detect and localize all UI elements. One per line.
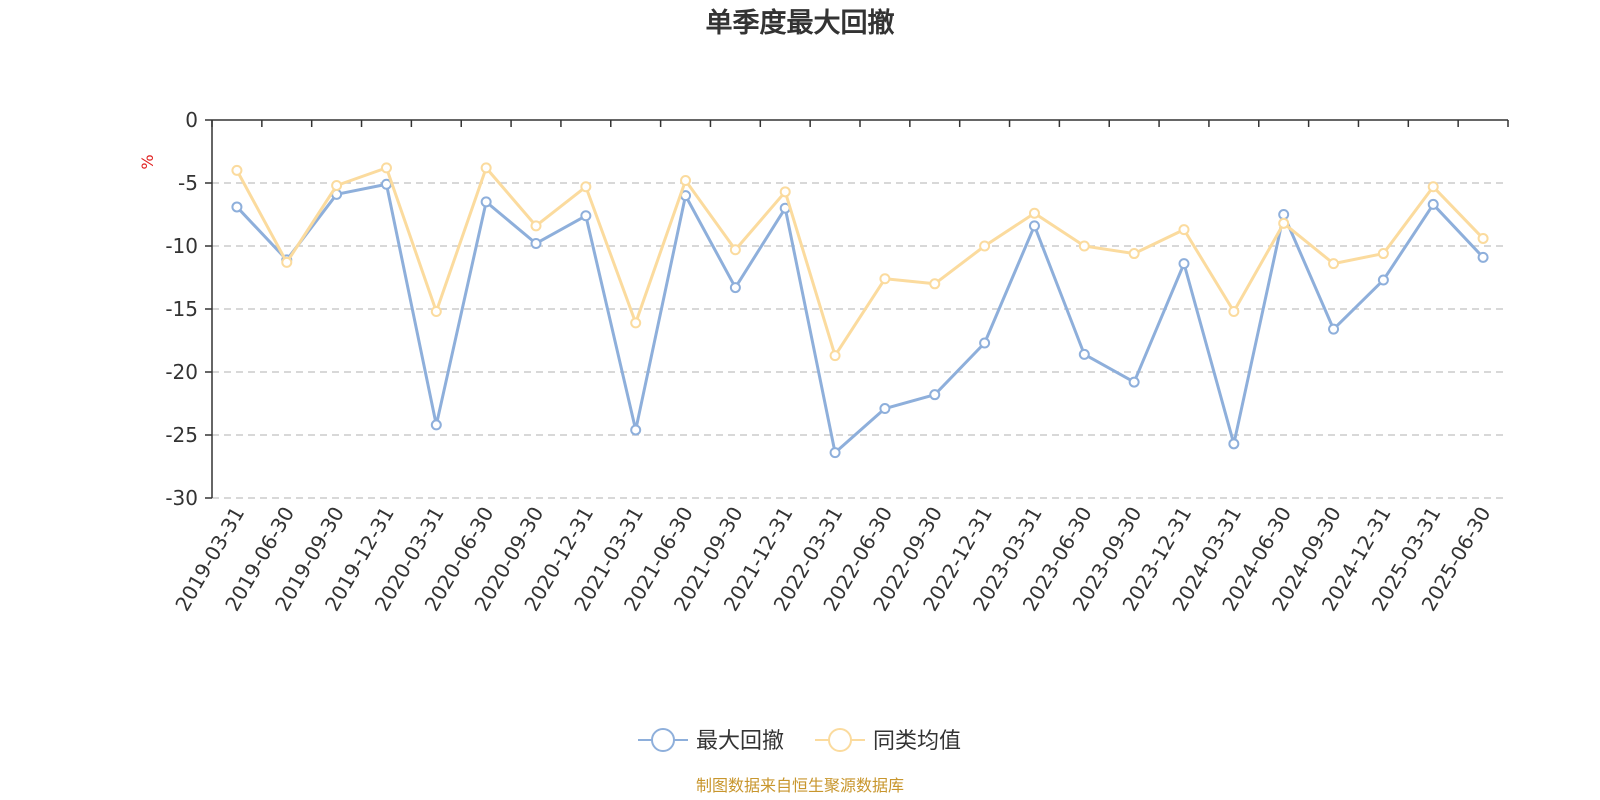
y-tick-label: -5 (178, 171, 198, 195)
data-point[interactable] (480, 162, 492, 174)
data-point[interactable] (1477, 232, 1489, 244)
data-point[interactable] (630, 424, 642, 436)
data-point[interactable] (1178, 258, 1190, 270)
data-point[interactable] (929, 278, 941, 290)
data-point[interactable] (1128, 248, 1140, 260)
legend-item-1[interactable]: 最大回撤 (638, 728, 784, 754)
data-point[interactable] (779, 186, 791, 198)
legend-marker (828, 728, 852, 752)
data-point[interactable] (1028, 207, 1040, 219)
data-point[interactable] (530, 237, 542, 249)
data-point[interactable] (979, 240, 991, 252)
data-point[interactable] (331, 180, 343, 192)
data-point[interactable] (1278, 209, 1290, 220)
data-point[interactable] (1328, 323, 1340, 335)
data-point[interactable] (729, 244, 741, 256)
data-point[interactable] (530, 220, 542, 232)
legend: 最大回撤 同类均值 (638, 728, 961, 754)
data-point[interactable] (829, 350, 841, 362)
y-tick-label: -30 (165, 486, 198, 510)
y-tick-label: 0 (185, 108, 198, 132)
series-line (235, 182, 1485, 455)
data-point[interactable] (281, 256, 293, 268)
data-point[interactable] (1477, 251, 1489, 263)
data-point[interactable] (1178, 224, 1190, 236)
y-axis-unit: % (138, 154, 157, 169)
y-tick-label: -15 (165, 297, 198, 321)
data-point[interactable] (430, 419, 442, 431)
data-point[interactable] (1078, 348, 1090, 360)
data-point[interactable] (929, 389, 941, 401)
series-1 (231, 178, 1489, 459)
data-source-note: 制图数据来自恒生聚源数据库 (696, 776, 904, 795)
x-tick-labels: 2019-03-312019-06-302019-09-302019-12-31… (170, 502, 1495, 615)
data-point[interactable] (1278, 217, 1290, 229)
series-line (235, 166, 1485, 358)
series-lines (231, 162, 1489, 459)
data-point[interactable] (580, 181, 592, 193)
data-point[interactable] (1228, 306, 1240, 318)
axes (205, 119, 1509, 499)
data-point[interactable] (1128, 376, 1140, 388)
data-point[interactable] (480, 196, 492, 208)
data-point[interactable] (879, 273, 891, 285)
data-point[interactable] (1427, 181, 1439, 193)
chart-title: 单季度最大回撤 (706, 7, 895, 39)
y-tick-label: -10 (165, 234, 198, 258)
series-2 (231, 162, 1489, 362)
legend-marker (651, 728, 675, 752)
data-point[interactable] (1377, 274, 1389, 286)
data-point[interactable] (1078, 240, 1090, 252)
data-point[interactable] (879, 403, 891, 415)
data-point[interactable] (1377, 248, 1389, 260)
y-tick-label: -25 (165, 423, 198, 447)
data-point[interactable] (1228, 438, 1240, 450)
legend-label: 最大回撤 (696, 729, 784, 754)
data-point[interactable] (680, 174, 692, 186)
data-point[interactable] (1427, 198, 1439, 210)
data-point[interactable] (979, 337, 991, 349)
grid-lines (212, 182, 1508, 499)
data-point[interactable] (580, 210, 592, 222)
data-point[interactable] (729, 282, 741, 294)
y-tick-labels: 0 -5 -10 -15 -20 -25 -30 (165, 108, 198, 510)
legend-label: 同类均值 (873, 729, 961, 754)
data-point[interactable] (1328, 258, 1340, 270)
y-tick-label: -20 (165, 360, 198, 384)
data-point[interactable] (380, 162, 392, 174)
data-point[interactable] (829, 447, 841, 459)
data-point[interactable] (231, 164, 243, 176)
data-point[interactable] (430, 306, 442, 318)
data-point[interactable] (1028, 220, 1040, 232)
legend-item-2[interactable]: 同类均值 (815, 728, 961, 754)
data-point[interactable] (231, 201, 243, 213)
data-point[interactable] (630, 317, 642, 329)
